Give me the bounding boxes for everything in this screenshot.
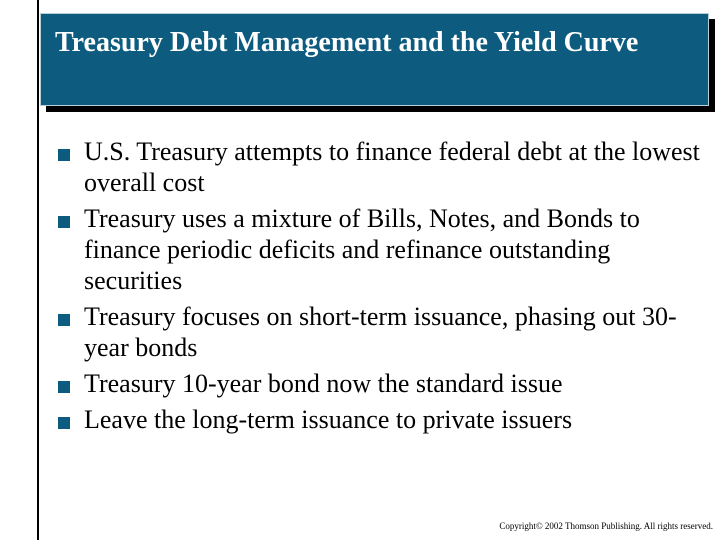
- square-bullet-icon: [58, 381, 70, 393]
- left-rule-line: [37, 0, 39, 540]
- bullet-text: U.S. Treasury attempts to finance federa…: [84, 137, 700, 197]
- bullet-item: Treasury uses a mixture of Bills, Notes,…: [58, 203, 708, 296]
- slide-title: Treasury Debt Management and the Yield C…: [55, 27, 639, 58]
- square-bullet-icon: [58, 417, 70, 429]
- square-bullet-icon: [58, 149, 70, 161]
- bullet-list: U.S. Treasury attempts to finance federa…: [58, 136, 708, 440]
- bullet-text: Treasury focuses on short-term issuance,…: [84, 302, 677, 362]
- square-bullet-icon: [58, 314, 70, 326]
- bullet-text: Leave the long-term issuance to private …: [84, 405, 573, 434]
- bullet-item: U.S. Treasury attempts to finance federa…: [58, 136, 708, 198]
- bullet-text: Treasury uses a mixture of Bills, Notes,…: [84, 204, 640, 295]
- square-bullet-icon: [58, 216, 70, 228]
- bullet-item: Treasury 10-year bond now the standard i…: [58, 368, 708, 399]
- copyright-notice: Copyright© 2002 Thomson Publishing. All …: [499, 521, 713, 531]
- bullet-item: Treasury focuses on short-term issuance,…: [58, 301, 708, 363]
- bullet-text: Treasury 10-year bond now the standard i…: [84, 369, 563, 398]
- title-banner: Treasury Debt Management and the Yield C…: [40, 13, 709, 106]
- bullet-item: Leave the long-term issuance to private …: [58, 404, 708, 435]
